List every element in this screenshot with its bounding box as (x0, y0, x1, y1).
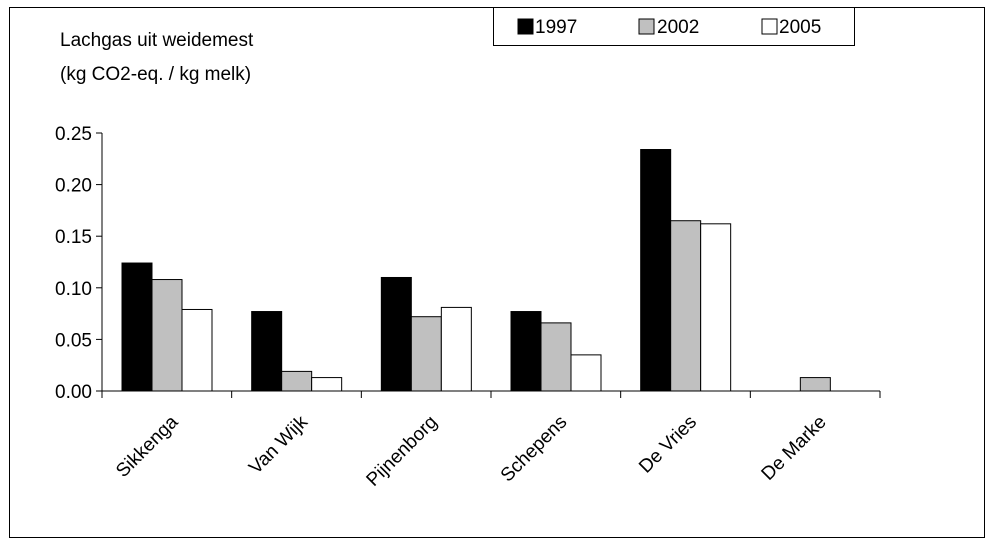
bar-2005-van-wijk (311, 377, 343, 392)
bar-2005-de-vries (700, 223, 732, 392)
y-axis-title-line-2: (kg CO2-eq. / kg melk) (60, 64, 251, 85)
bar-2002-de-marke (799, 377, 831, 392)
bar-1997-pijnenborg (380, 276, 412, 392)
legend-swatch-2002 (638, 18, 655, 35)
y-axis-title-line-1: Lachgas uit weidemest (60, 30, 254, 51)
legend-label-2002: 2002 (657, 17, 699, 38)
bar-1997-de-vries (640, 149, 672, 392)
legend-swatch-1997 (517, 18, 534, 35)
legend-box (493, 7, 855, 46)
y-tick-label: 0.05 (55, 330, 92, 351)
y-tick-label: 0.20 (55, 176, 92, 197)
legend-label-2005: 2005 (779, 17, 821, 38)
y-tick-label: 0.25 (55, 124, 92, 145)
y-tick-label: 0.15 (55, 227, 92, 248)
chart-border (9, 7, 985, 538)
bar-2002-de-vries (670, 220, 702, 392)
bar-2002-pijnenborg (410, 316, 442, 392)
legend-swatch-2005 (761, 18, 778, 35)
bar-2005-sikkenga (181, 308, 213, 392)
y-tick-label: 0.10 (55, 279, 92, 300)
bar-2005-pijnenborg (440, 306, 472, 392)
bar-1997-van-wijk (251, 311, 283, 392)
bar-2005-schepens (570, 354, 602, 392)
bar-2002-sikkenga (151, 279, 183, 392)
y-tick-label: 0.00 (55, 382, 92, 403)
legend: 1997 2002 2005 (493, 7, 855, 46)
bar-2002-van-wijk (281, 370, 313, 392)
bar-1997-sikkenga (121, 262, 153, 392)
bar-1997-schepens (510, 311, 542, 392)
bar-2002-schepens (540, 322, 572, 392)
legend-label-1997: 1997 (535, 17, 577, 38)
